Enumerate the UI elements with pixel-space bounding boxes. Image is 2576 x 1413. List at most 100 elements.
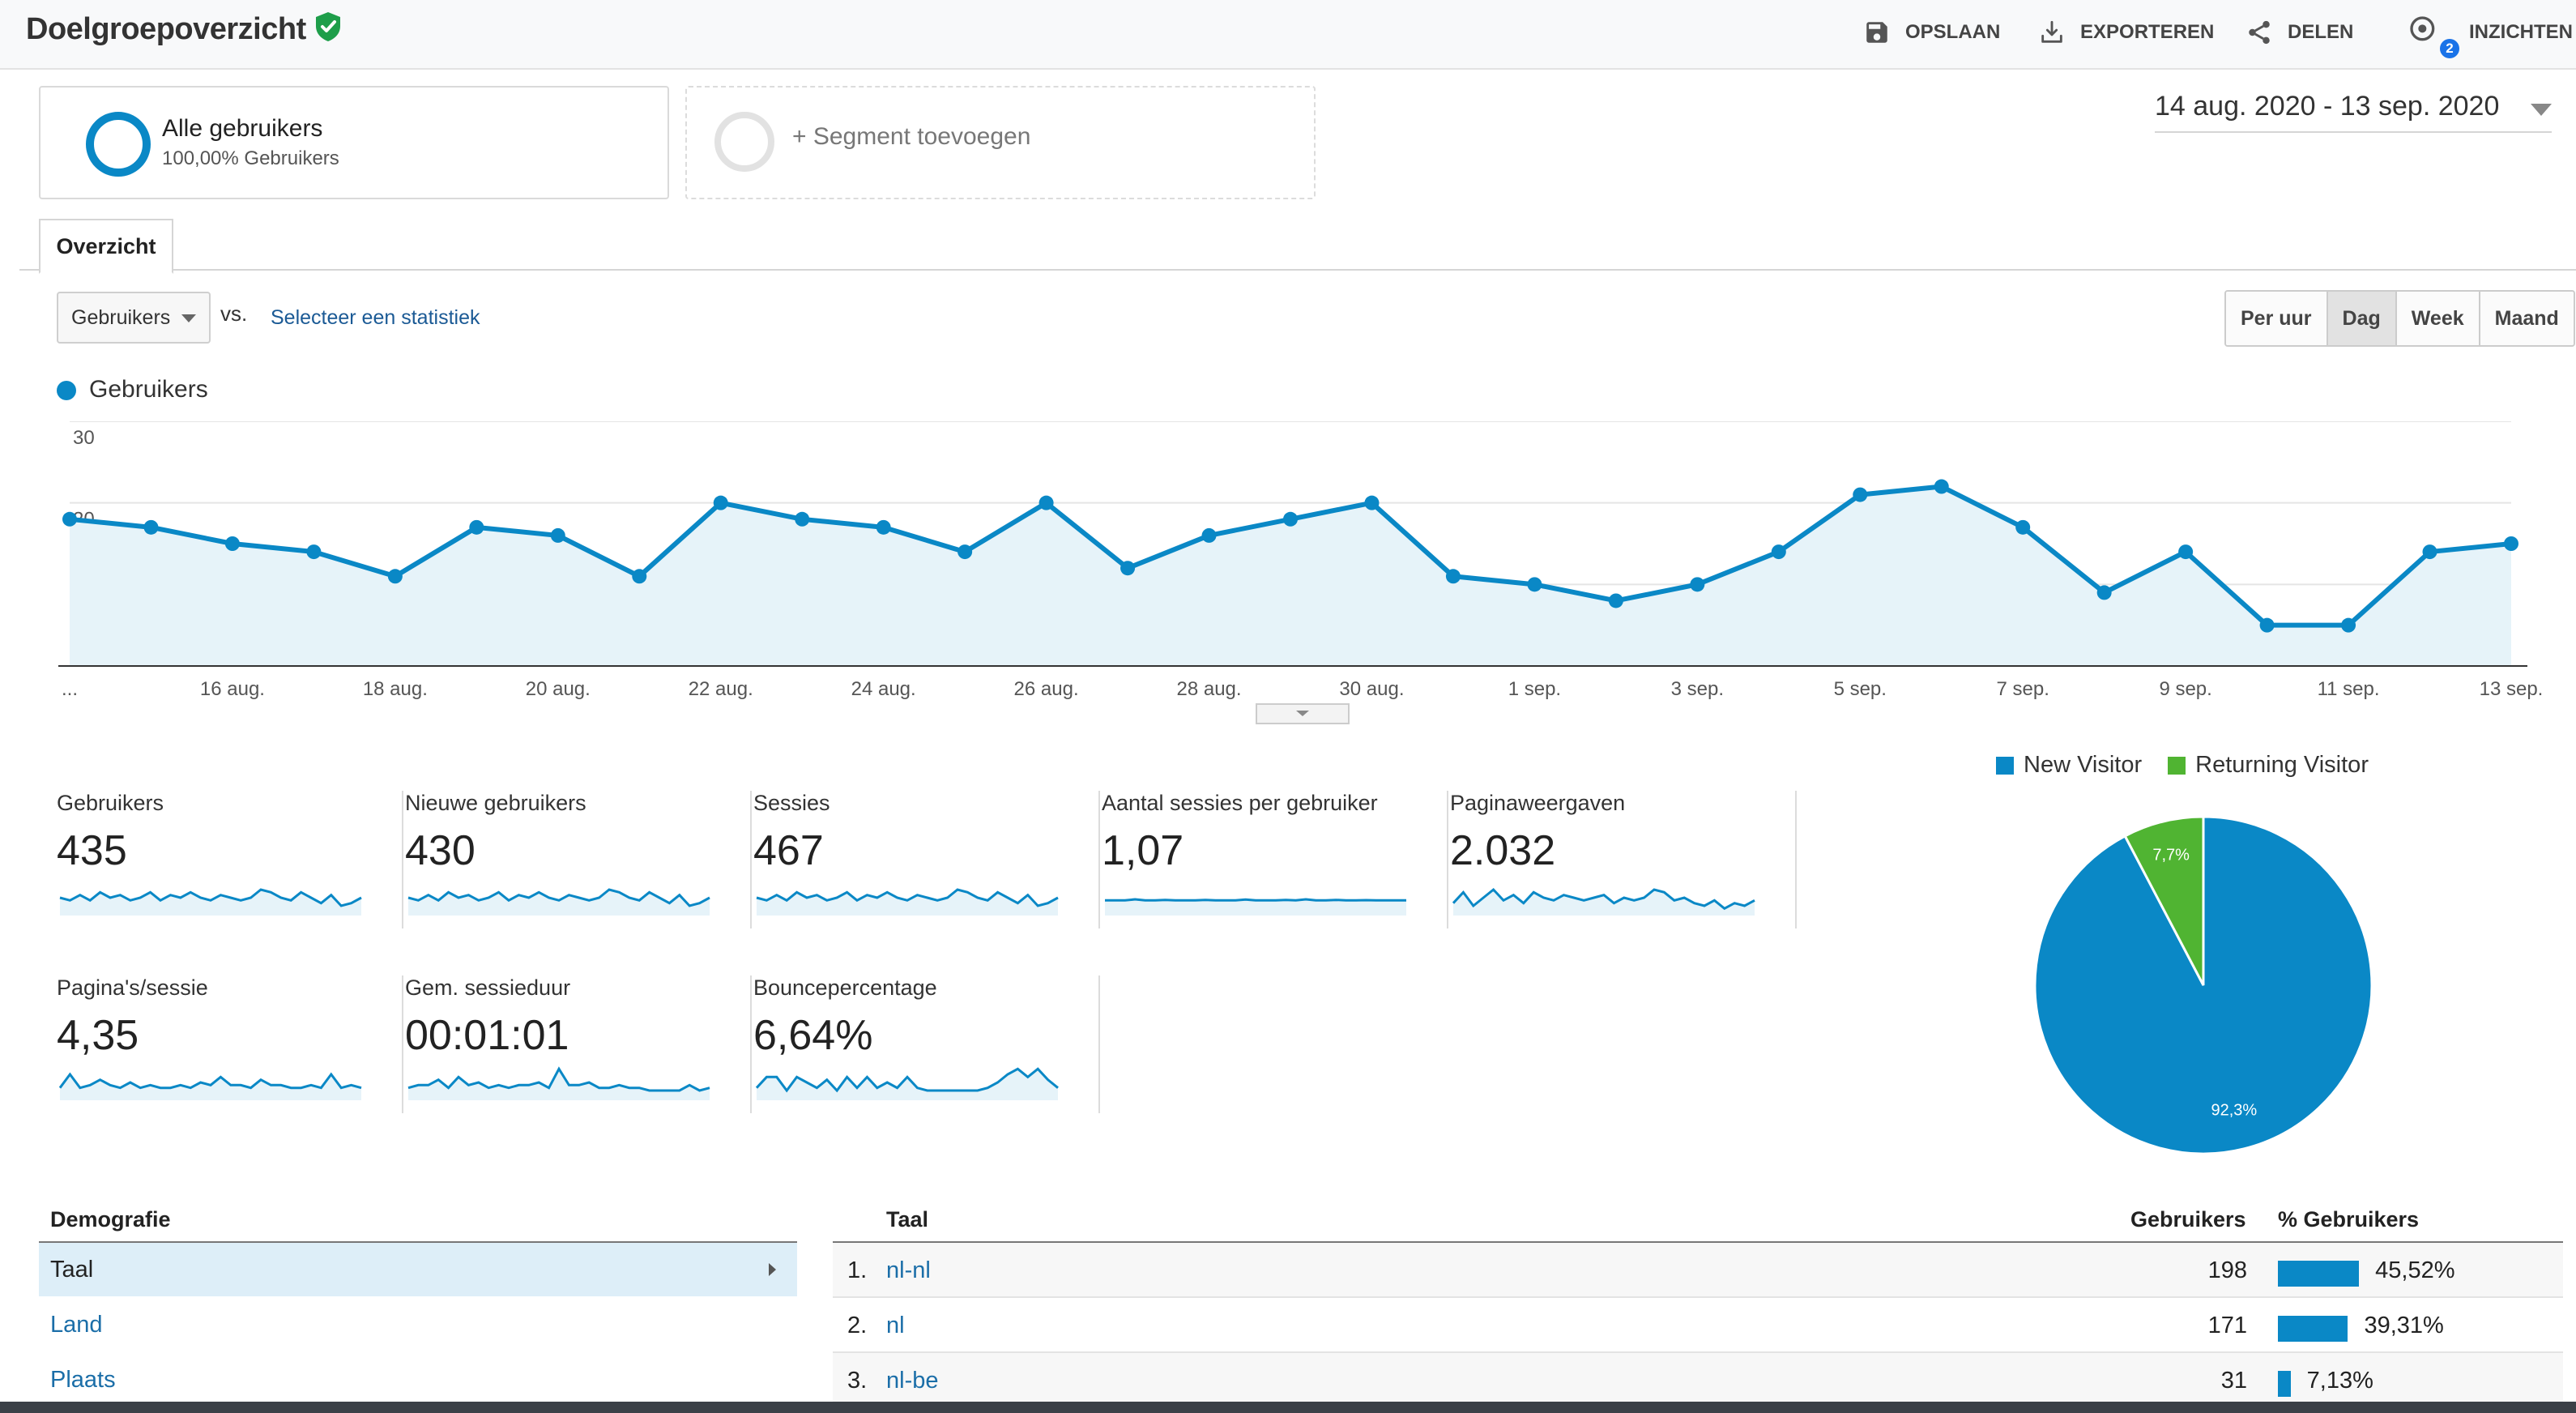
row-index: 1. xyxy=(847,1257,868,1283)
sparkline-fill xyxy=(757,1069,1058,1100)
granularity-dag-button[interactable]: Dag xyxy=(2327,292,2397,345)
chart-collapse-handle[interactable] xyxy=(1256,703,1350,724)
language-link[interactable]: nl-nl xyxy=(886,1257,931,1283)
demographics-item-city[interactable]: Plaats xyxy=(50,1367,116,1393)
metric-dropdown[interactable]: Gebruikers xyxy=(57,292,211,344)
save-label: OPSLAAN xyxy=(1905,21,2001,43)
metric-tile[interactable]: Gebruikers 435 xyxy=(57,791,403,928)
data-point[interactable] xyxy=(469,519,484,535)
metric-tile[interactable]: Gem. sessieduur 00:01:01 xyxy=(405,975,752,1113)
insights-icon: 2 xyxy=(2408,14,2459,58)
data-point[interactable] xyxy=(1771,544,1786,560)
language-link[interactable]: nl-be xyxy=(886,1368,939,1394)
data-point[interactable] xyxy=(306,544,322,560)
empty-segment-ring-icon xyxy=(714,112,774,172)
metric-sparkline xyxy=(407,888,710,916)
row-index: 2. xyxy=(847,1313,868,1338)
tab-divider xyxy=(19,269,2576,271)
data-point[interactable] xyxy=(2015,519,2031,535)
metric-label: Gebruikers xyxy=(57,791,164,815)
data-point[interactable] xyxy=(1445,569,1461,584)
share-button[interactable]: DELEN xyxy=(2245,13,2353,52)
segment-subtitle: 100,00% Gebruikers xyxy=(162,147,339,169)
data-point[interactable] xyxy=(143,519,159,535)
metric-dropdown-value: Gebruikers xyxy=(71,306,171,329)
sparkline-fill xyxy=(1105,899,1406,916)
data-point[interactable] xyxy=(1039,495,1054,510)
data-point[interactable] xyxy=(1934,479,1949,494)
compare-metric-link[interactable]: Selecteer een statistiek xyxy=(271,306,480,329)
data-point[interactable] xyxy=(1527,577,1542,592)
data-point[interactable] xyxy=(1364,495,1380,510)
demographics-item-country[interactable]: Land xyxy=(50,1312,103,1338)
sparkline-line xyxy=(1452,887,1755,911)
users-value: 198 xyxy=(2207,1257,2247,1283)
data-point[interactable] xyxy=(2504,536,2518,551)
x-tick-label: 9 sep. xyxy=(2159,678,2211,700)
language-link[interactable]: nl xyxy=(886,1313,905,1338)
data-point[interactable] xyxy=(387,569,403,584)
data-point[interactable] xyxy=(1201,527,1217,543)
data-point[interactable] xyxy=(1608,593,1623,608)
data-point[interactable] xyxy=(713,495,728,510)
metric-tile[interactable]: Pagina's/sessie 4,35 xyxy=(57,975,403,1113)
data-point[interactable] xyxy=(1283,511,1298,527)
x-tick-label: 16 aug. xyxy=(200,678,265,700)
sparkline-line xyxy=(1105,898,1406,902)
data-point[interactable] xyxy=(957,544,973,560)
metric-tile[interactable]: Sessies 467 xyxy=(753,791,1100,928)
export-button[interactable]: EXPORTEREN xyxy=(2038,13,2214,52)
pct-value: 39,31% xyxy=(2364,1313,2444,1338)
data-point[interactable] xyxy=(632,569,647,584)
demographics-heading: Demografie xyxy=(50,1207,171,1232)
pie-slice-label: 92,3% xyxy=(2211,1101,2258,1119)
data-point[interactable] xyxy=(2178,544,2194,560)
sparkline-fill xyxy=(408,890,710,916)
data-point[interactable] xyxy=(795,511,810,527)
segment-all-users[interactable]: Alle gebruikers 100,00% Gebruikers xyxy=(39,86,669,199)
granularity-per-uur-button[interactable]: Per uur xyxy=(2226,292,2328,345)
metric-tile[interactable]: Nieuwe gebruikers 430 xyxy=(405,791,752,928)
metric-tile[interactable]: Paginaweergaven 2.032 xyxy=(1450,791,1797,928)
data-point[interactable] xyxy=(224,536,240,551)
metric-value: 430 xyxy=(405,827,476,874)
data-point[interactable] xyxy=(1120,561,1136,576)
pie-slice[interactable] xyxy=(2123,815,2205,986)
x-tick-label: 22 aug. xyxy=(689,678,753,700)
granularity-toggle: Per uur Dag Week Maand xyxy=(2224,290,2575,347)
data-point[interactable] xyxy=(1853,487,1868,502)
users-value: 171 xyxy=(2207,1313,2247,1338)
metric-label: Paginaweergaven xyxy=(1450,791,1626,815)
data-point[interactable] xyxy=(2096,585,2112,600)
data-point[interactable] xyxy=(1690,577,1705,592)
data-point[interactable] xyxy=(876,519,891,535)
page-title: Doelgroepoverzicht xyxy=(26,11,342,50)
page-title-text: Doelgroepoverzicht xyxy=(26,12,306,47)
visitor-type-pie-chart: 92,3% 7,7% xyxy=(2033,815,2373,1155)
x-tick-label: 24 aug. xyxy=(851,678,916,700)
granularity-week-button[interactable]: Week xyxy=(2396,292,2480,345)
granularity-maand-button[interactable]: Maand xyxy=(2480,292,2574,345)
metric-tile[interactable]: Aantal sessies per gebruiker 1,07 xyxy=(1102,791,1448,928)
data-point[interactable] xyxy=(550,527,565,543)
add-segment-button[interactable]: + Segment toevoegen xyxy=(685,86,1316,199)
metric-sparkline xyxy=(1105,898,1406,916)
data-point[interactable] xyxy=(2259,617,2275,633)
demographics-item-language[interactable]: Taal xyxy=(39,1243,797,1296)
x-tick-label: 30 aug. xyxy=(1339,678,1404,700)
metric-tile[interactable]: Bouncepercentage 6,64% xyxy=(753,975,1100,1113)
metric-value: 2.032 xyxy=(1450,827,1556,874)
segment-title: Alle gebruikers xyxy=(162,115,323,142)
table-row: 3. nl-be 31 7,13% xyxy=(833,1353,2563,1408)
tab-overview[interactable]: Overzicht xyxy=(39,219,173,274)
x-tick-label: 1 sep. xyxy=(1508,678,1561,700)
pct-bar xyxy=(2278,1261,2360,1287)
caret-down-icon xyxy=(1296,711,1309,716)
data-point[interactable] xyxy=(2341,617,2356,633)
data-point[interactable] xyxy=(2422,544,2437,560)
data-point[interactable] xyxy=(62,511,77,527)
date-range-picker[interactable]: 14 aug. 2020 - 13 sep. 2020 xyxy=(2155,91,2552,133)
insights-button[interactable]: 2 INZICHTEN xyxy=(2408,13,2573,58)
users-line-chart: 302010...16 aug.18 aug.20 aug.22 aug.24 … xyxy=(58,421,2543,700)
save-button[interactable]: OPSLAAN xyxy=(1863,13,2000,52)
